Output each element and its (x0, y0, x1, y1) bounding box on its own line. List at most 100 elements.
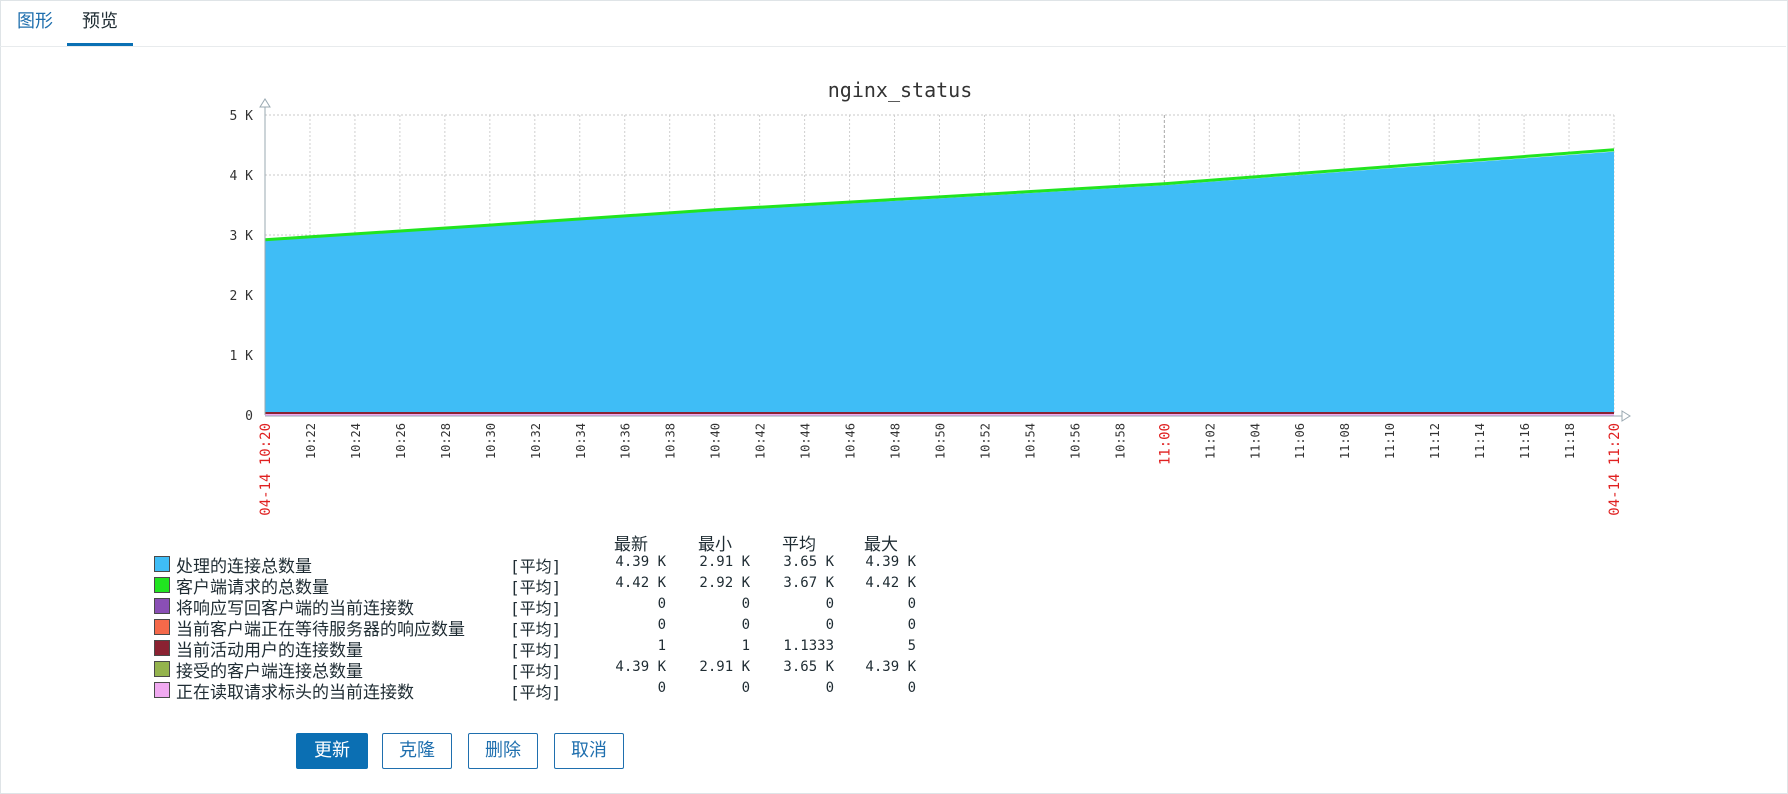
legend-value-latest: 0 (657, 596, 666, 612)
legend-value-max: 0 (907, 596, 916, 612)
legend-value-min: 2.92 K (699, 575, 750, 591)
y-tick-label: 0 (245, 409, 253, 424)
legend-function: [平均] (510, 641, 562, 660)
chart-title: nginx_status (828, 78, 973, 102)
x-tick-label: 11:08 (1338, 423, 1352, 459)
x-tick-label: 10:24 (349, 423, 363, 459)
x-edge-label: 04-14 11:20 (1607, 423, 1623, 516)
x-tick-label: 10:40 (709, 423, 723, 459)
x-tick-label: 10:26 (394, 423, 408, 459)
legend-value-latest: 0 (657, 617, 666, 633)
x-tick-label: 11:12 (1428, 423, 1442, 459)
x-tick-label: 11:04 (1248, 423, 1262, 459)
legend-value-latest: 1 (657, 638, 666, 654)
legend-value-latest: 0 (657, 680, 666, 696)
legend-function: [平均] (510, 599, 562, 618)
legend-value-max: 4.39 K (865, 659, 916, 675)
legend-header-min: 最小 (698, 535, 732, 555)
legend-row: 当前客户端正在等待服务器的响应数量 [平均] 0 0 0 0 (152, 617, 916, 640)
legend-series-name: 客户端请求的总数量 (176, 578, 329, 598)
legend-value-max: 4.42 K (865, 575, 916, 591)
legend-header-avg: 平均 (782, 535, 816, 555)
legend-header-max: 最大 (864, 535, 898, 555)
legend-swatch (154, 640, 170, 656)
y-tick-label: 2 K (230, 289, 254, 304)
legend-value-min: 2.91 K (699, 659, 750, 675)
legend-series-name: 当前活动用户的连接数量 (176, 641, 363, 661)
legend-value-min: 0 (741, 617, 750, 633)
legend-series-name: 正在读取请求标头的当前连接数 (176, 683, 414, 703)
legend-value-avg: 1.1333 (783, 638, 834, 654)
x-edge-label: 04-14 10:20 (258, 423, 274, 516)
legend-value-avg: 0 (825, 680, 834, 696)
x-tick-label: 10:46 (844, 423, 858, 459)
legend-row: 将响应写回客户端的当前连接数 [平均] 0 0 0 0 (152, 596, 916, 619)
legend-value-latest: 4.39 K (615, 659, 666, 675)
legend-value-max: 5 (907, 638, 916, 654)
legend-swatch (154, 577, 170, 593)
x-tick-label: 11:10 (1383, 423, 1397, 459)
x-tick-label: 10:54 (1023, 423, 1037, 459)
x-tick-label: 10:32 (529, 423, 543, 459)
x-tick-label: 10:56 (1068, 423, 1082, 459)
x-tick-label: 10:22 (304, 423, 318, 459)
x-tick-label: 11:18 (1563, 423, 1577, 459)
legend-value-min: 1 (741, 638, 750, 654)
x-tick-label: 11:02 (1203, 423, 1217, 459)
x-tick-label: 10:52 (978, 423, 992, 459)
delete-button[interactable]: 删除 (468, 733, 538, 769)
legend-series-name: 当前客户端正在等待服务器的响应数量 (176, 620, 465, 640)
legend-header-latest: 最新 (614, 535, 648, 555)
legend-function: [平均] (510, 557, 562, 576)
legend-row: 处理的连接总数量 [平均] 4.39 K 2.91 K 3.65 K 4.39 K (152, 554, 916, 577)
legend-value-avg: 3.67 K (783, 575, 834, 591)
legend-swatch (154, 556, 170, 572)
x-tick-label: 10:58 (1113, 423, 1127, 459)
legend-function: [平均] (510, 620, 562, 639)
legend-swatch (154, 598, 170, 614)
legend-function: [平均] (510, 578, 562, 597)
legend-function: [平均] (510, 683, 562, 702)
legend-value-min: 0 (741, 596, 750, 612)
cancel-button[interactable]: 取消 (554, 733, 624, 769)
legend-value-min: 0 (741, 680, 750, 696)
tab-preview[interactable]: 预览 (67, 0, 133, 46)
legend-value-max: 0 (907, 680, 916, 696)
legend-value-latest: 4.42 K (615, 575, 666, 591)
update-button[interactable]: 更新 (296, 733, 368, 769)
chart: 0 1 K 2 K 3 K 4 K 5 K 10:22 10:24 10:26 10:28 10:3… (230, 78, 1631, 516)
legend-value-avg: 3.65 K (783, 554, 834, 570)
legend-function: [平均] (510, 662, 562, 681)
y-tick-label: 4 K (230, 169, 254, 184)
x-tick-label: 11:06 (1293, 423, 1307, 459)
legend-value-avg: 3.65 K (783, 659, 834, 675)
y-tick-label: 5 K (230, 109, 254, 124)
legend-row: 正在读取请求标头的当前连接数 [平均] 0 0 0 0 (152, 680, 916, 703)
tab-graph[interactable]: 图形 (17, 11, 53, 32)
legend-value-max: 0 (907, 617, 916, 633)
x-tick-label: 10:30 (484, 423, 498, 459)
x-tick-label: 11:16 (1518, 423, 1532, 459)
x-axis-arrow-icon (1621, 410, 1631, 422)
y-tick-label: 3 K (230, 229, 254, 244)
x-tick-label: 11:00 (1157, 423, 1173, 465)
legend-swatch (154, 661, 170, 677)
legend-value-min: 2.91 K (699, 554, 750, 570)
y-axis-arrow-icon (259, 98, 271, 108)
legend-value-avg: 0 (825, 596, 834, 612)
series-line-client-requests (264, 148, 1615, 242)
x-tick-label: 10:38 (664, 423, 678, 459)
y-tick-label: 1 K (230, 349, 254, 364)
legend-value-max: 4.39 K (865, 554, 916, 570)
x-tick-label: 10:34 (574, 423, 588, 459)
tab-bar: 图形 预览 (0, 0, 1786, 47)
legend-swatch (154, 619, 170, 635)
x-tick-label: 10:48 (889, 423, 903, 459)
legend-row: 当前活动用户的连接数量 [平均] 1 1 1.1333 5 (152, 638, 916, 661)
legend-value-latest: 4.39 K (615, 554, 666, 570)
x-tick-label: 10:28 (439, 423, 453, 459)
legend-swatch (154, 682, 170, 698)
x-tick-label: 10:44 (799, 423, 813, 459)
clone-button[interactable]: 克隆 (382, 733, 452, 769)
legend-row: 客户端请求的总数量 [平均] 4.42 K 2.92 K 3.67 K 4.42 K (152, 575, 916, 598)
